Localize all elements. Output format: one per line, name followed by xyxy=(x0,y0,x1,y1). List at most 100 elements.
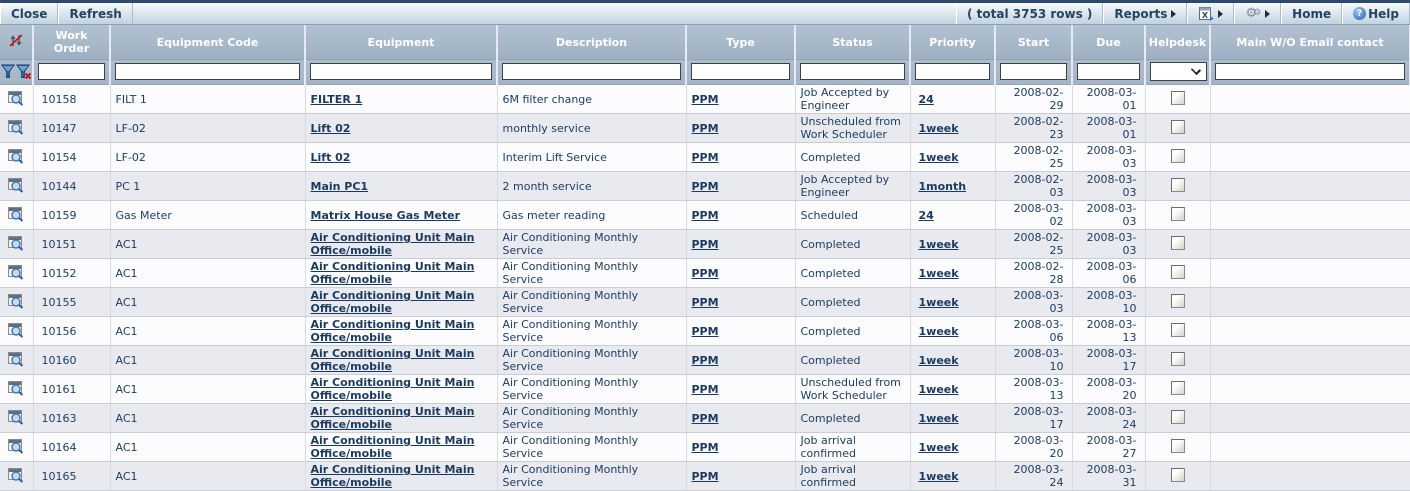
priority-link[interactable]: 1week xyxy=(918,382,959,396)
type-link[interactable]: PPM xyxy=(691,179,719,193)
helpdesk-checkbox[interactable] xyxy=(1170,119,1185,134)
type-link[interactable]: PPM xyxy=(691,469,719,483)
column-header-equipment[interactable]: Equipment xyxy=(305,25,498,60)
filter-input-description[interactable] xyxy=(502,63,681,80)
column-header-status[interactable]: Status xyxy=(795,25,911,60)
column-header-work-order[interactable]: Work Order xyxy=(33,25,111,60)
apply-filter-icon[interactable] xyxy=(0,64,15,79)
helpdesk-checkbox[interactable] xyxy=(1170,467,1185,482)
type-link[interactable]: PPM xyxy=(691,237,719,251)
filter-input-equipment-code[interactable] xyxy=(115,63,300,80)
helpdesk-checkbox[interactable] xyxy=(1170,90,1185,105)
row-preview-icon[interactable] xyxy=(7,119,26,135)
equipment-link[interactable]: Air Conditioning Unit Main Office/mobile xyxy=(310,260,475,286)
row-preview-icon[interactable] xyxy=(7,467,26,483)
equipment-link[interactable]: FILTER 1 xyxy=(310,92,363,106)
type-link[interactable]: PPM xyxy=(691,295,719,309)
equipment-link[interactable]: Lift 02 xyxy=(310,150,351,164)
priority-link[interactable]: 1week xyxy=(918,440,959,454)
type-link[interactable]: PPM xyxy=(691,92,719,106)
equipment-link[interactable]: Air Conditioning Unit Main Office/mobile xyxy=(310,347,475,373)
helpdesk-checkbox[interactable] xyxy=(1170,322,1185,337)
row-preview-icon[interactable] xyxy=(7,438,26,454)
equipment-link[interactable]: Air Conditioning Unit Main Office/mobile xyxy=(310,434,475,460)
clear-sort-icon[interactable] xyxy=(8,33,24,48)
type-link[interactable]: PPM xyxy=(691,324,719,338)
helpdesk-checkbox[interactable] xyxy=(1170,148,1185,163)
equipment-link[interactable]: Air Conditioning Unit Main Office/mobile xyxy=(310,231,475,257)
type-link[interactable]: PPM xyxy=(691,353,719,367)
filter-input-email-contact[interactable] xyxy=(1215,63,1405,80)
row-preview-icon[interactable] xyxy=(7,90,26,106)
column-header-due[interactable]: Due xyxy=(1072,25,1146,60)
type-link[interactable]: PPM xyxy=(691,411,719,425)
column-header-equipment-code[interactable]: Equipment Code xyxy=(110,25,306,60)
row-preview-icon[interactable] xyxy=(7,264,26,280)
equipment-link[interactable]: Air Conditioning Unit Main Office/mobile xyxy=(310,463,475,489)
priority-link[interactable]: 24 xyxy=(918,92,934,106)
row-preview-icon[interactable] xyxy=(7,235,26,251)
column-header-description[interactable]: Description xyxy=(497,25,687,60)
filter-input-equipment[interactable] xyxy=(310,63,492,80)
row-preview-icon[interactable] xyxy=(7,148,26,164)
row-preview-icon[interactable] xyxy=(7,177,26,193)
filter-input-status[interactable] xyxy=(800,63,905,80)
type-link[interactable]: PPM xyxy=(691,150,719,164)
row-preview-icon[interactable] xyxy=(7,206,26,222)
equipment-link[interactable]: Air Conditioning Unit Main Office/mobile xyxy=(310,318,475,344)
helpdesk-checkbox[interactable] xyxy=(1170,438,1185,453)
row-preview-icon[interactable] xyxy=(7,293,26,309)
filter-input-priority[interactable] xyxy=(915,63,990,80)
equipment-link[interactable]: Air Conditioning Unit Main Office/mobile xyxy=(310,405,475,431)
row-preview-icon[interactable] xyxy=(7,380,26,396)
helpdesk-checkbox[interactable] xyxy=(1170,206,1185,221)
priority-link[interactable]: 1week xyxy=(918,324,959,338)
clear-filter-icon[interactable] xyxy=(15,64,32,80)
column-header-priority[interactable]: Priority xyxy=(910,25,996,60)
priority-link[interactable]: 1week xyxy=(918,150,959,164)
equipment-link[interactable]: Lift 02 xyxy=(310,121,351,135)
equipment-link[interactable]: Matrix House Gas Meter xyxy=(310,208,461,222)
filter-input-work-order[interactable] xyxy=(38,63,105,80)
tools-menu-button[interactable]: ⚙ ⚙ xyxy=(1234,3,1282,24)
help-button[interactable]: ? Help xyxy=(1342,3,1410,24)
priority-link[interactable]: 1week xyxy=(918,353,959,367)
priority-link[interactable]: 24 xyxy=(918,208,934,222)
column-header-email-contact[interactable]: Main W/O Email contact xyxy=(1210,25,1410,60)
priority-link[interactable]: 1week xyxy=(918,266,959,280)
priority-link[interactable]: 1week xyxy=(918,295,959,309)
filter-input-start[interactable] xyxy=(1000,63,1067,80)
equipment-link[interactable]: Air Conditioning Unit Main Office/mobile xyxy=(310,376,475,402)
type-link[interactable]: PPM xyxy=(691,208,719,222)
refresh-button[interactable]: Refresh xyxy=(58,3,133,24)
helpdesk-checkbox[interactable] xyxy=(1170,264,1185,279)
row-preview-icon[interactable] xyxy=(7,351,26,367)
row-preview-icon[interactable] xyxy=(7,322,26,338)
equipment-link[interactable]: Air Conditioning Unit Main Office/mobile xyxy=(310,289,475,315)
helpdesk-checkbox[interactable] xyxy=(1170,177,1185,192)
equipment-link[interactable]: Main PC1 xyxy=(310,179,369,193)
row-preview-icon[interactable] xyxy=(7,409,26,425)
helpdesk-checkbox[interactable] xyxy=(1170,235,1185,250)
column-header-start[interactable]: Start xyxy=(995,25,1073,60)
priority-link[interactable]: 1month xyxy=(918,179,967,193)
helpdesk-checkbox[interactable] xyxy=(1170,293,1185,308)
home-button[interactable]: Home xyxy=(1281,3,1343,24)
filter-input-type[interactable] xyxy=(691,63,790,80)
export-menu-button[interactable]: X xyxy=(1187,3,1235,24)
filter-select-helpdesk[interactable] xyxy=(1150,62,1207,81)
type-link[interactable]: PPM xyxy=(691,121,719,135)
type-link[interactable]: PPM xyxy=(691,266,719,280)
helpdesk-checkbox[interactable] xyxy=(1170,409,1185,424)
priority-link[interactable]: 1week xyxy=(918,469,959,483)
helpdesk-checkbox[interactable] xyxy=(1170,351,1185,366)
column-header-helpdesk[interactable]: Helpdesk xyxy=(1145,25,1211,60)
filter-input-due[interactable] xyxy=(1077,63,1140,80)
reports-menu-button[interactable]: Reports xyxy=(1103,3,1188,24)
helpdesk-checkbox[interactable] xyxy=(1170,380,1185,395)
type-link[interactable]: PPM xyxy=(691,382,719,396)
priority-link[interactable]: 1week xyxy=(918,121,959,135)
type-link[interactable]: PPM xyxy=(691,440,719,454)
priority-link[interactable]: 1week xyxy=(918,411,959,425)
priority-link[interactable]: 1week xyxy=(918,237,959,251)
